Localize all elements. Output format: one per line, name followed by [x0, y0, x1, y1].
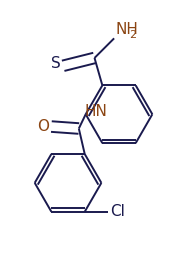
Text: O: O [37, 119, 49, 134]
Text: NH: NH [115, 22, 138, 37]
Text: Cl: Cl [110, 204, 125, 219]
Text: HN: HN [84, 104, 107, 119]
Text: 2: 2 [129, 30, 136, 40]
Text: S: S [51, 56, 61, 71]
